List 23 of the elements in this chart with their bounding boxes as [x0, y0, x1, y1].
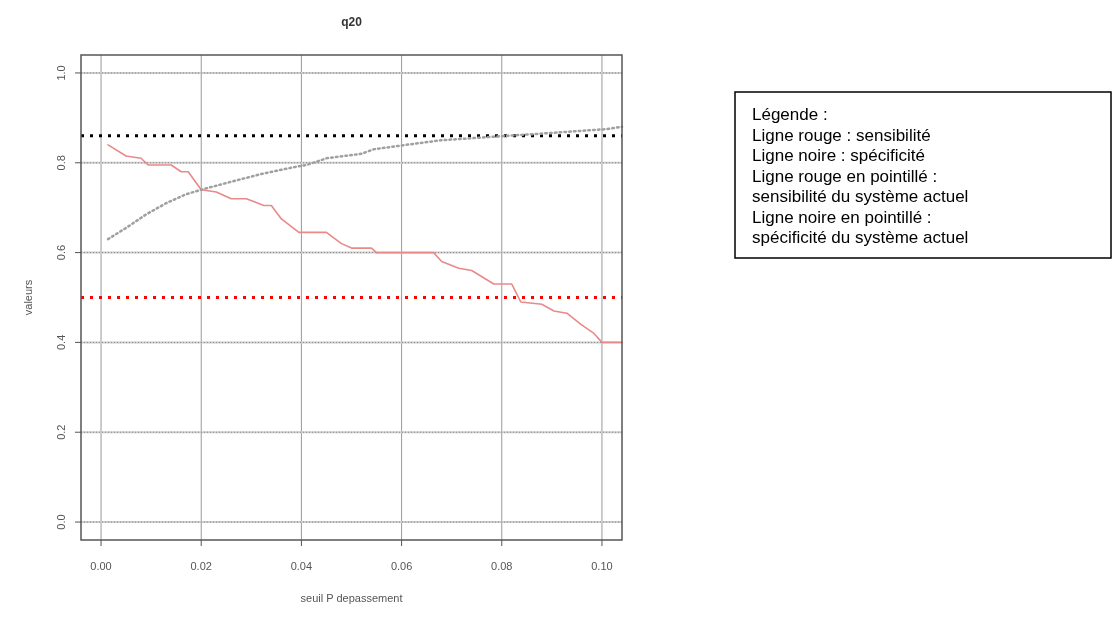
text: Ligne rouge : sensibilité — [752, 125, 931, 145]
x-tick-label: 0.08 — [491, 560, 513, 572]
y-axis-title: valeurs — [22, 279, 34, 316]
x-tick-label: 0.06 — [390, 560, 413, 572]
y-tick-label: 0.0 — [55, 514, 67, 530]
x-tick-label: 0.00 — [90, 560, 112, 572]
text: Légende : — [752, 105, 828, 124]
y-tick-label: 1.0 — [55, 65, 67, 81]
text: Ligne rouge en pointillé : — [752, 166, 938, 186]
y-tick-label: 0.4 — [55, 334, 67, 351]
y-tick-label: 0.6 — [55, 244, 67, 261]
x-tick-label: 0.10 — [591, 560, 613, 572]
text: sensibilité du système actuel — [752, 187, 969, 206]
text: Ligne noire en pointillé : — [752, 207, 932, 227]
x-axis-title: seuil P depassement — [300, 592, 403, 604]
chart-title: q20 — [341, 15, 363, 29]
text: spécificité du système actuel — [752, 228, 969, 247]
text: Ligne noire : spécificité — [752, 146, 925, 165]
y-tick-label: 0.2 — [55, 424, 67, 440]
x-tick-label: 0.04 — [290, 560, 313, 572]
x-tick-label: 0.02 — [190, 560, 212, 572]
y-tick-label: 0.8 — [55, 155, 67, 171]
line-series — [107, 144, 623, 344]
